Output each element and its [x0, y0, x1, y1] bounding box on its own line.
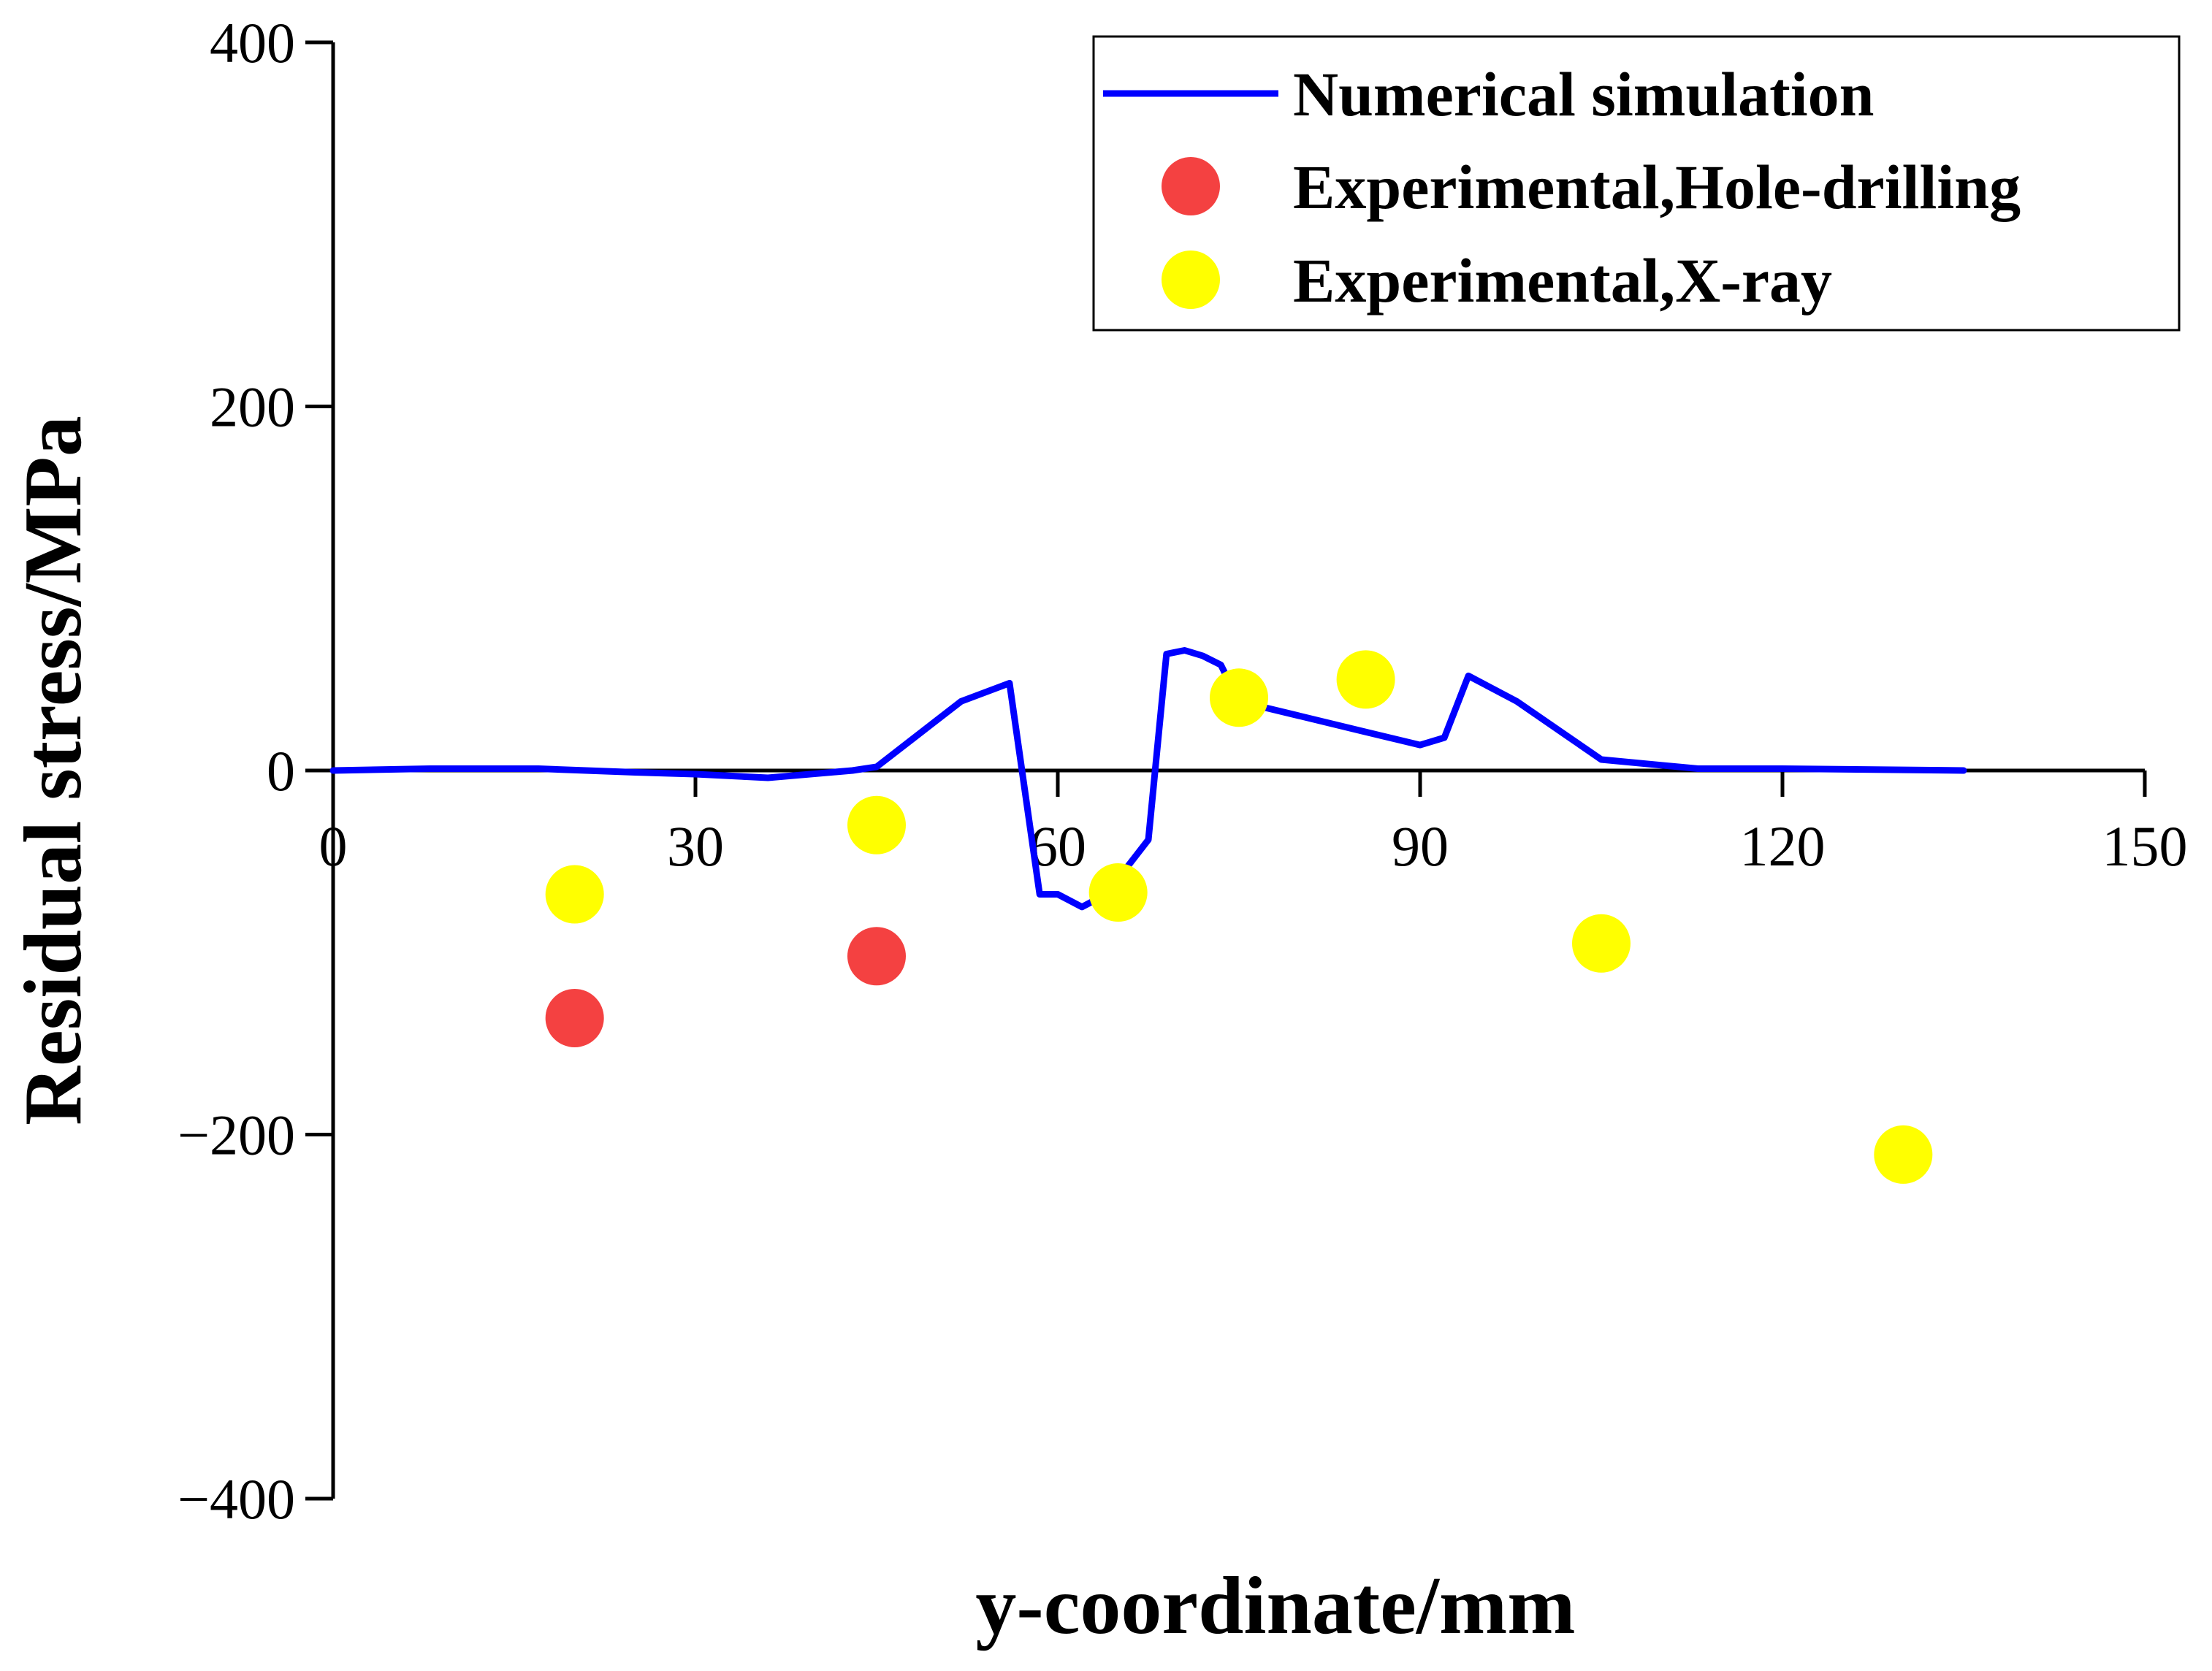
data-point-series-2 — [1336, 650, 1395, 709]
x-tick-label: 150 — [2102, 814, 2188, 878]
data-point-series-1 — [545, 988, 604, 1047]
legend-label: Experimental,X-ray — [1293, 245, 1832, 316]
legend-marker-swatch — [1162, 157, 1220, 215]
y-tick-label: 0 — [267, 739, 295, 803]
data-point-series-2 — [1088, 863, 1148, 922]
y-tick-label: 200 — [210, 375, 295, 439]
x-tick-label: 90 — [1392, 814, 1449, 878]
y-tick-label: −200 — [178, 1104, 295, 1167]
legend-marker-swatch — [1162, 251, 1220, 309]
plot-area — [329, 647, 1967, 1184]
x-tick-label: 120 — [1740, 814, 1826, 878]
legend-label: Experimental,Hole-drilling — [1293, 152, 2021, 222]
x-tick-label: 0 — [319, 814, 348, 878]
data-point-series-2 — [1572, 914, 1631, 973]
x-axis-title: y-coordinate/mm — [975, 1561, 1575, 1651]
legend: Numerical simulation Experimental,Hole-dr… — [1092, 35, 2181, 332]
data-point-series-2 — [847, 795, 906, 854]
series-line-numerical-simulation — [329, 647, 1967, 911]
data-point-series-2 — [1210, 668, 1268, 727]
data-point-series-2 — [545, 865, 604, 924]
legend-label: Numerical simulation — [1293, 59, 1874, 129]
legend-box — [1092, 35, 2181, 332]
x-tick-label: 30 — [667, 814, 724, 878]
y-tick-label: −400 — [178, 1467, 295, 1531]
data-point-series-1 — [847, 927, 906, 986]
y-axis-title: Residual stress/MPa — [8, 416, 99, 1125]
y-tick-label: 400 — [210, 11, 295, 74]
data-point-series-2 — [1874, 1125, 1933, 1184]
